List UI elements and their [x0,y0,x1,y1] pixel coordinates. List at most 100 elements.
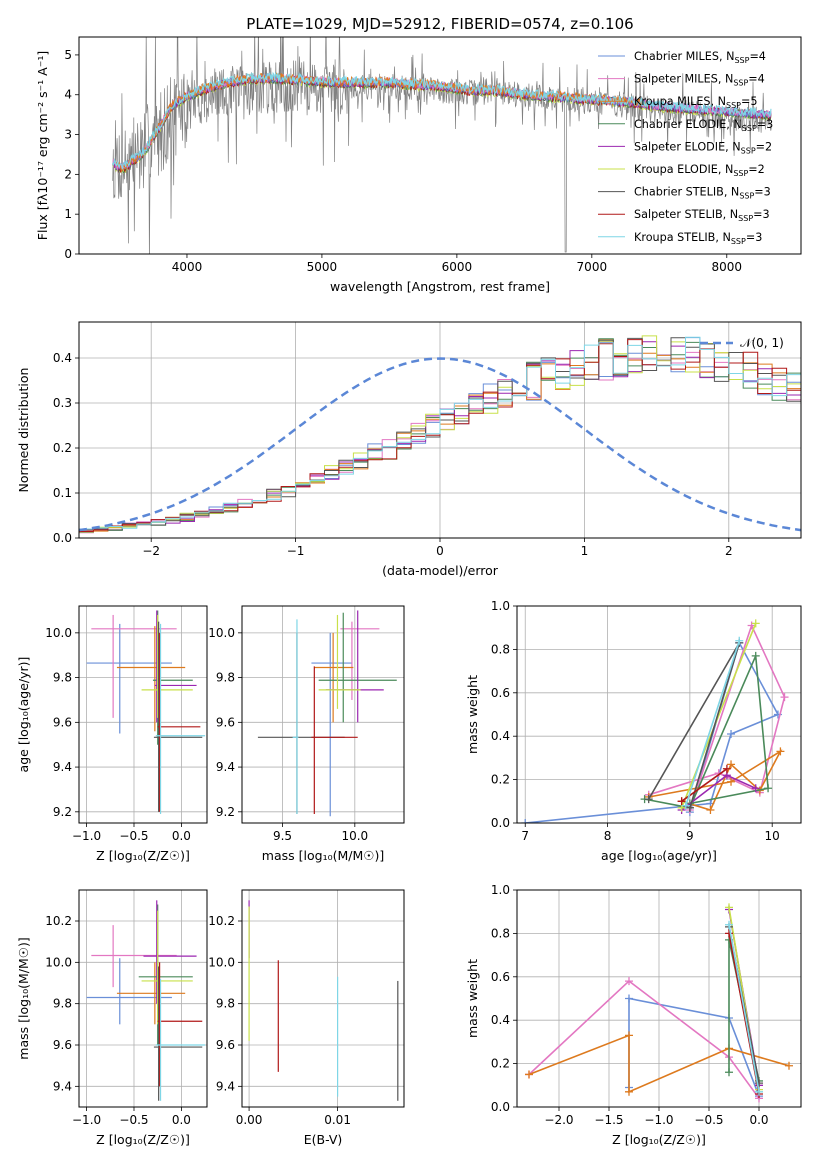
chart-age_vs_Z: −1.0 −0.5 0.0 9.2 9.4 9.6 9.8 10.0 Z [log₁₀(Z/Z☉… [16,605,208,863]
series-marker-salpeter_stelib [722,764,731,773]
plot-area [112,37,772,254]
y-tick-label: 9.4 [53,1079,72,1093]
y-tick-label: 9.6 [216,715,235,729]
y-tick-label: 0.2 [491,1057,510,1071]
x-tick-label: −0.5 [119,829,148,843]
legend-subscript: SSP [734,56,749,65]
legend-subscript: SSP [733,79,748,88]
axes-frame [78,321,802,539]
series-marker-chabrier_elodie [725,1068,733,1077]
y-tick-label: 0.3 [53,396,72,410]
series-marker-kroupa_elodie [751,619,760,628]
y-tick-label: 0 [64,247,72,261]
residual-histogram-salpeter_stelib [79,339,801,538]
y-tick-label: 0.2 [491,773,510,787]
x-tick-label: 0.0 [172,1113,191,1127]
residual-histogram-salpeter_elodie [79,341,801,538]
x-tick-label: −0.5 [119,1113,148,1127]
legend-text: Chabrier STELIB, N [634,186,739,199]
series-marker-kroupa_miles [625,1031,633,1040]
y-tick-label: 10.2 [45,914,72,928]
legend-text: Kroupa MILES, N [634,95,726,108]
y-tick-label: 0.0 [491,816,510,830]
residual-histogram-kroupa_elodie [79,335,801,538]
y-axis-label: age [log₁₀(age/yr)] [16,657,31,773]
series-marker-chabrier_elodie [764,784,773,793]
x-axis-label: Z [log₁₀(Z/Z☉)] [96,848,190,863]
series-marker-chabrier_stelib [685,803,694,812]
x-tick-label: 4000 [172,260,203,274]
y-tick-label: 10.2 [208,914,235,928]
legend-text: Salpeter STELIB, N [634,208,738,221]
legend-text: Kroupa ELODIE, N [634,163,733,176]
series-marker-chabrier_miles [521,819,530,823]
figure-title: PLATE=1029, MJD=52912, FIBERID=0574, z=0… [246,15,633,33]
plot-area [521,619,789,823]
axes-frame [516,605,802,824]
x-tick-label: 8 [604,829,612,843]
residual-histogram-chabrier_elodie [79,338,801,538]
x-tick-label: 0.00 [236,1113,263,1127]
y-tick-label: 0.6 [491,970,510,984]
plot-area [86,900,206,1101]
series-marker-kroupa_miles [776,747,785,756]
chart-mass_vs_Z: −1.0 −0.5 0.0 9.4 9.6 9.8 10.0 10.2 Z [log₁₀(Z/Z… [16,889,208,1147]
legend-entry: Chabrier ELODIE, NSSP=3 [634,118,773,133]
y-tick-label: 9.4 [216,760,235,774]
series-line-salpeter_miles [528,980,760,1099]
series-line-kroupa_stelib [685,640,741,806]
series-marker-kroupa_miles [727,760,736,769]
y-tick-label: 2 [64,167,72,181]
y-tick-label: 9.8 [216,671,235,685]
legend-suffix: =2 [748,163,765,176]
y-tick-label: 5 [64,48,72,62]
legend-suffix: =3 [746,231,763,244]
x-axis-label: Z [log₁₀(Z/Z☉)] [612,1132,706,1147]
y-axis-label: Normed distribution [16,368,31,493]
axes-frame [78,36,802,255]
x-tick-label: 0 [436,544,444,558]
chart-residuals: −2 −1 0 1 2 0.0 0.1 0.2 0.3 0.4 (data-model)/error… [16,321,802,578]
chart-spectrum: 4000 5000 6000 7000 8000 0 1 2 3 4 5 wavelength [An… [35,36,802,294]
legend-entry: Chabrier MILES, NSSP=4 [634,50,766,65]
x-tick-label: 7 [521,829,529,843]
y-tick-label: 9.6 [53,715,72,729]
y-tick-label: 0.8 [491,926,510,940]
legend-subscript: SSP [742,124,757,133]
y-tick-label: 0.4 [53,351,72,365]
y-tick-label: 9.6 [216,1038,235,1052]
series-marker-salpeter_elodie [751,784,760,793]
y-axis-label: mass weight [465,675,480,754]
series-marker-salpeter_stelib [725,929,733,938]
y-tick-label: 9.4 [216,1079,235,1093]
legend-entry: Kroupa ELODIE, NSSP=2 [634,163,765,178]
y-tick-label: 0.4 [491,1013,510,1027]
y-tick-label: 0.8 [491,642,510,656]
y-tick-label: 1.0 [491,599,510,613]
legend-text: Chabrier ELODIE, N [634,118,742,131]
legend-subscript: SSP [726,101,741,110]
x-tick-label: −2 [142,544,160,558]
normal-curve [79,357,801,532]
x-tick-label: −0.5 [694,1113,723,1127]
legend-subscript: SSP [741,146,756,155]
y-tick-label: 10.0 [208,626,235,640]
y-tick-label: 0.0 [53,531,72,545]
series-marker-kroupa_stelib [681,801,690,810]
chart-mass_weight_vs_Z: −2.0 −1.5 −1.0 −0.5 0.0 0.0 0.2 0.4 0.6 0.8 1.0 Z [… [465,883,802,1147]
x-tick-label: −1 [287,544,305,558]
x-tick-label: 5000 [307,260,338,274]
chart-mass_vs_ebv: 0.00 0.01 9.4 9.6 9.8 10.0 10.2 E(B-V) [208,889,405,1147]
x-tick-label: −1.0 [644,1113,673,1127]
plot-area [257,610,397,817]
legend-entry: Kroupa STELIB, NSSP=3 [634,231,762,246]
spectrum-data-line [112,37,772,254]
legend-entry: Chabrier STELIB, NSSP=3 [634,186,771,201]
legend-entry: Salpeter ELODIE, NSSP=2 [634,140,772,155]
series-line-kroupa_miles [648,749,783,811]
series-marker-kroupa_miles [625,1087,633,1096]
plot-area [86,610,206,815]
axes-frame [241,605,405,824]
legend-entry: Kroupa MILES, NSSP=5 [634,95,757,110]
